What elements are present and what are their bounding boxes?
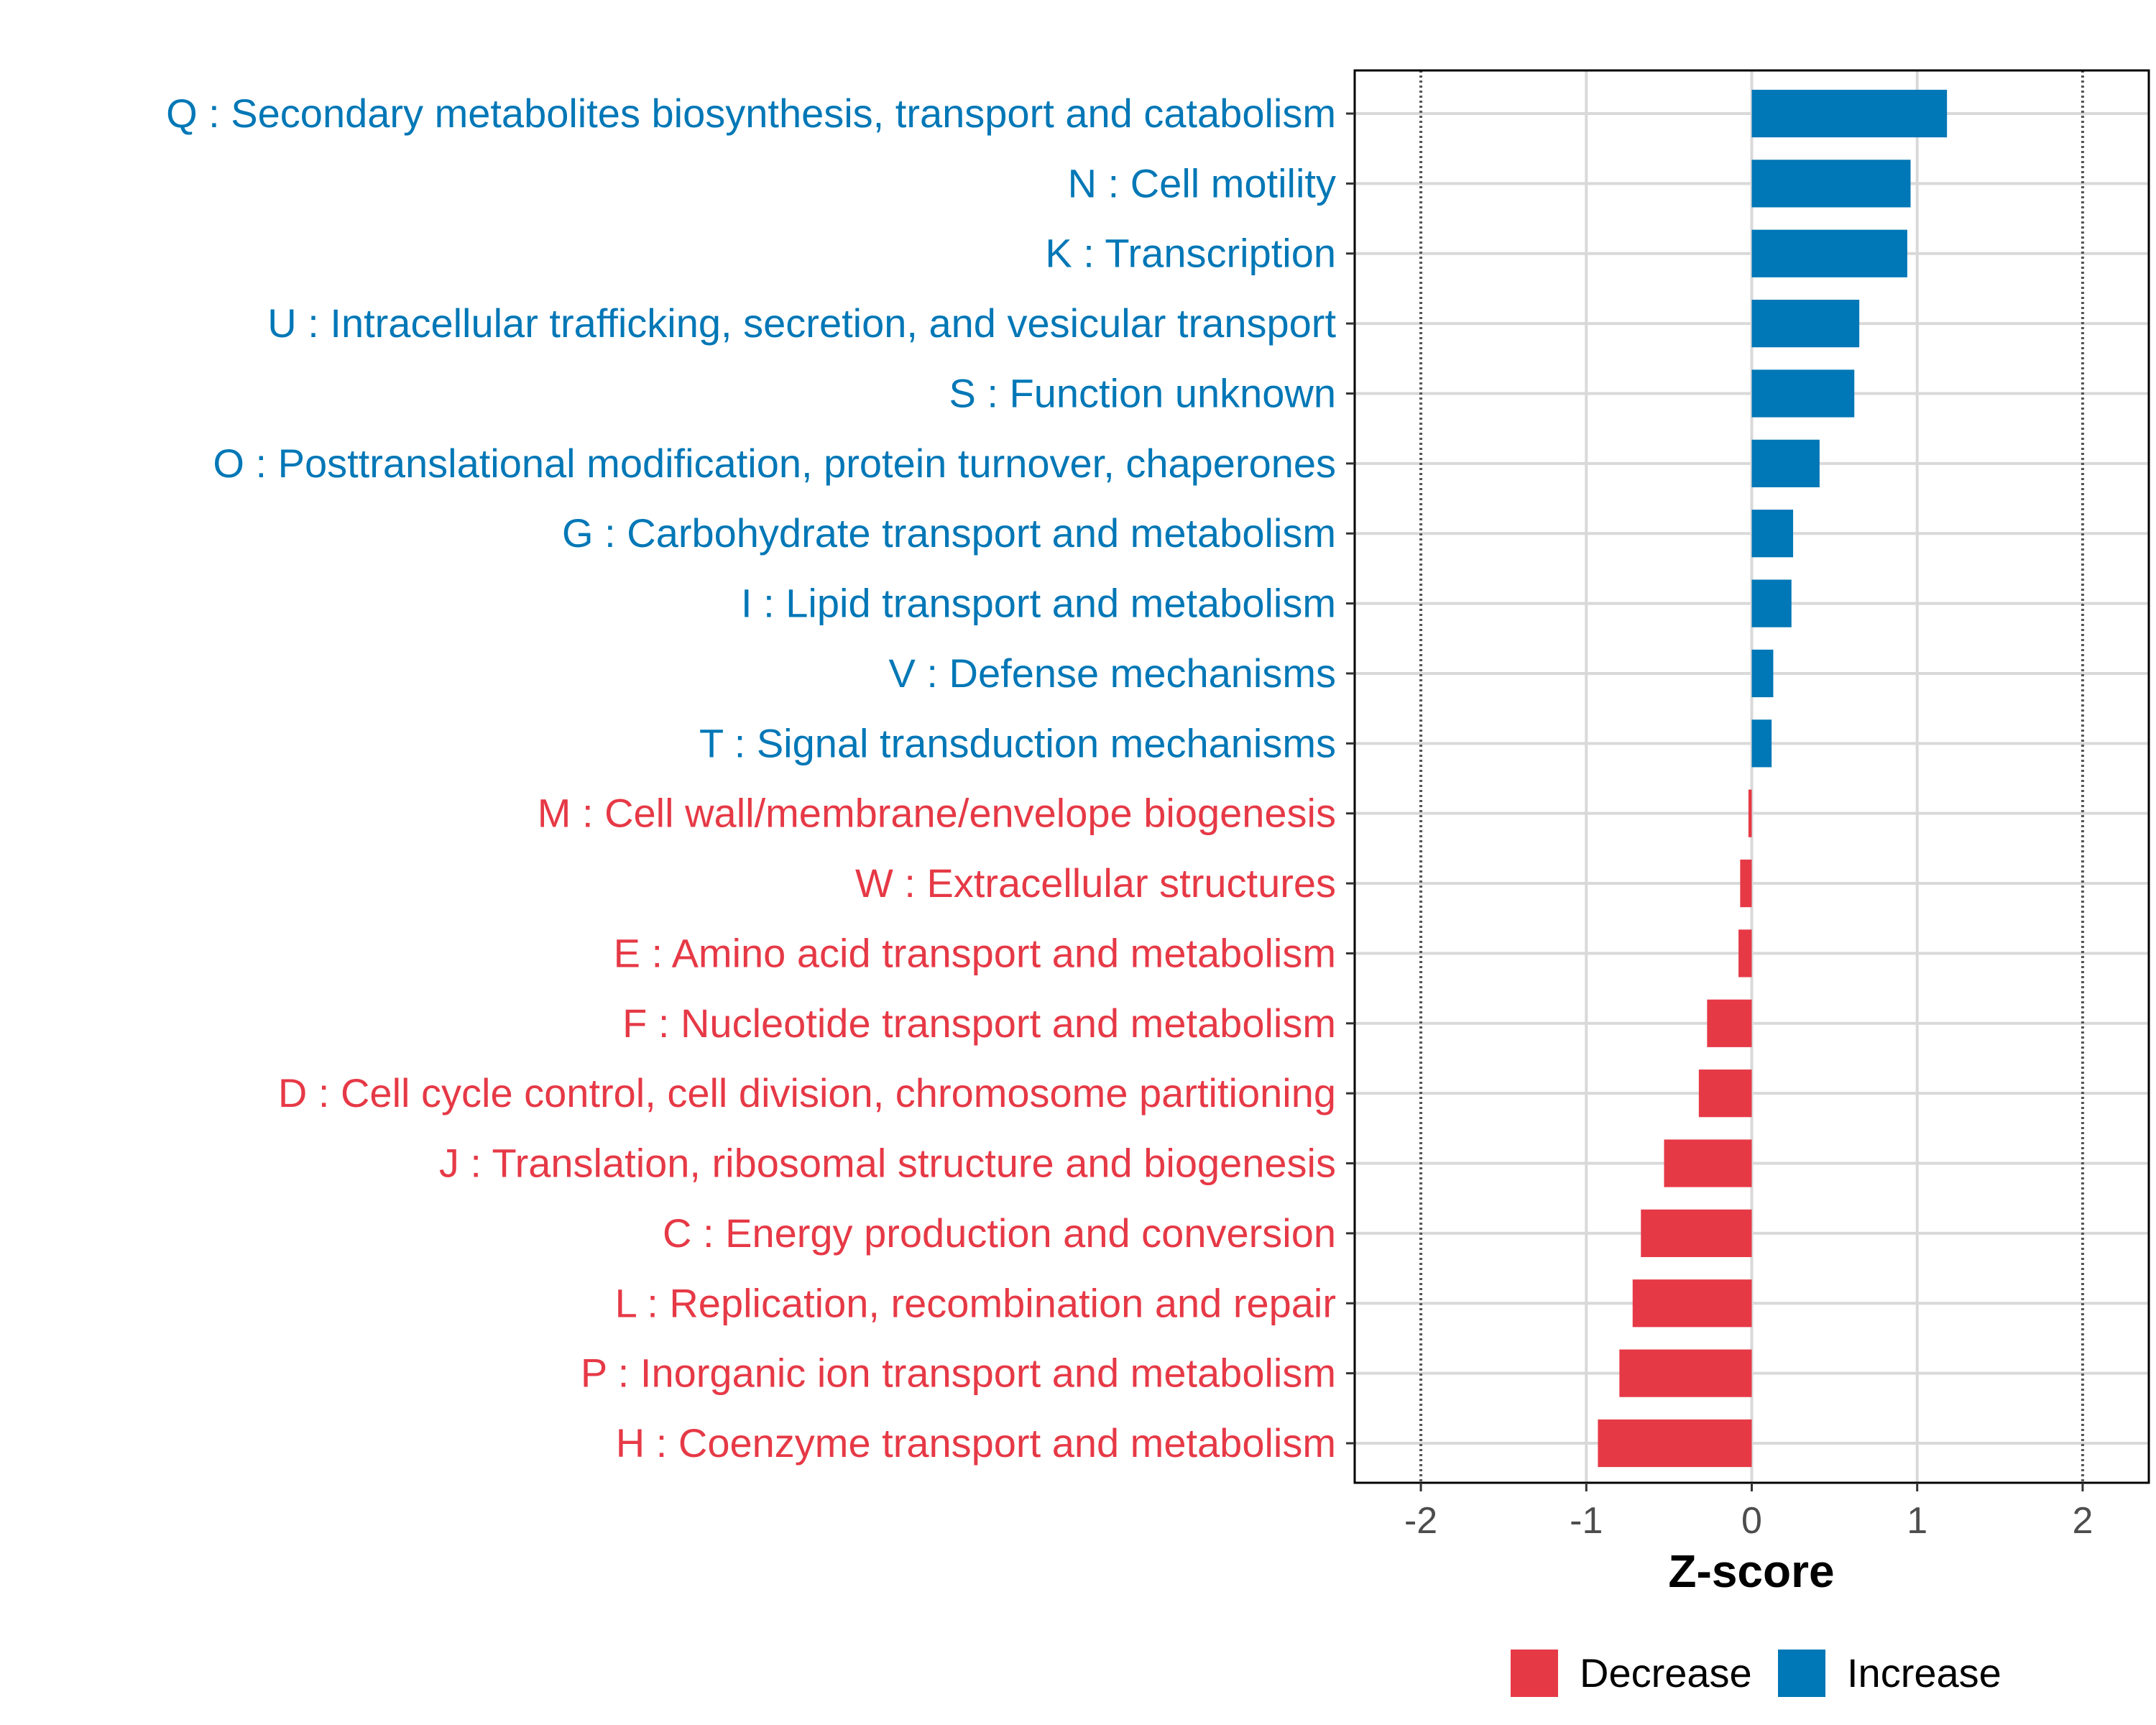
- bar: [1751, 579, 1792, 627]
- bar: [1751, 229, 1907, 277]
- category-label: Q : Secondary metabolites biosynthesis, …: [166, 91, 1336, 136]
- legend-swatch: [1778, 1650, 1825, 1697]
- x-axis-ticks: -2 -1 0 1 2: [1404, 1483, 2093, 1542]
- bar: [1751, 160, 1911, 208]
- category-label: O : Posttranslational modification, prot…: [213, 441, 1336, 486]
- bar: [1619, 1349, 1752, 1397]
- x-tick-label: -1: [1570, 1500, 1603, 1542]
- bar: [1751, 369, 1855, 418]
- category-label: M : Cell wall/membrane/envelope biogenes…: [538, 791, 1336, 836]
- category-label: V : Defense mechanisms: [889, 650, 1336, 696]
- category-label: J : Translation, ribosomal structure and…: [439, 1141, 1336, 1186]
- bar: [1698, 1070, 1752, 1118]
- grid-lines: [1355, 70, 2149, 1483]
- legend-label: Increase: [1847, 1650, 2001, 1696]
- category-label: E : Amino acid transport and metabolism: [614, 930, 1336, 975]
- category-label: W : Extracellular structures: [855, 860, 1336, 906]
- bar: [1751, 439, 1820, 487]
- bar: [1751, 510, 1794, 558]
- bar: [1751, 649, 1774, 698]
- bars: [1598, 89, 1948, 1468]
- x-tick-label: -2: [1404, 1500, 1437, 1542]
- bar: [1740, 859, 1752, 908]
- bar: [1664, 1139, 1752, 1187]
- category-label: C : Energy production and conversion: [663, 1210, 1336, 1256]
- bar: [1738, 929, 1752, 978]
- category-label: S : Function unknown: [949, 370, 1336, 415]
- category-label: D : Cell cycle control, cell division, c…: [278, 1070, 1336, 1116]
- x-axis-title: Z-score: [1668, 1545, 1834, 1597]
- legend: Decrease Increase: [1511, 1650, 2001, 1697]
- bar: [1598, 1419, 1752, 1468]
- category-label: F : Nucleotide transport and metabolism: [622, 1000, 1336, 1046]
- category-label: L : Replication, recombination and repai…: [615, 1280, 1336, 1325]
- bar: [1751, 89, 1948, 138]
- bar: [1641, 1209, 1752, 1257]
- x-tick-label: 1: [1907, 1500, 1927, 1542]
- legend-swatch: [1511, 1650, 1558, 1697]
- category-label: G : Carbohydrate transport and metabolis…: [562, 510, 1336, 556]
- x-tick-label: 0: [1741, 1500, 1762, 1542]
- category-labels: Q : Secondary metabolites biosynthesis, …: [166, 91, 1355, 1466]
- bar: [1748, 789, 1752, 837]
- bar: [1751, 300, 1860, 348]
- bar: [1632, 1279, 1752, 1328]
- x-tick-label: 2: [2072, 1500, 2093, 1542]
- bar: [1707, 999, 1752, 1047]
- bar: [1751, 719, 1772, 768]
- category-label: N : Cell motility: [1068, 160, 1336, 206]
- category-label: H : Coenzyme transport and metabolism: [616, 1420, 1336, 1466]
- legend-label: Decrease: [1580, 1650, 1752, 1696]
- category-label: U : Intracellular trafficking, secretion…: [267, 300, 1336, 346]
- category-label: T : Signal transduction mechanisms: [699, 720, 1336, 765]
- category-label: P : Inorganic ion transport and metaboli…: [581, 1351, 1336, 1396]
- category-label: K : Transcription: [1045, 231, 1336, 276]
- category-label: I : Lipid transport and metabolism: [741, 581, 1336, 626]
